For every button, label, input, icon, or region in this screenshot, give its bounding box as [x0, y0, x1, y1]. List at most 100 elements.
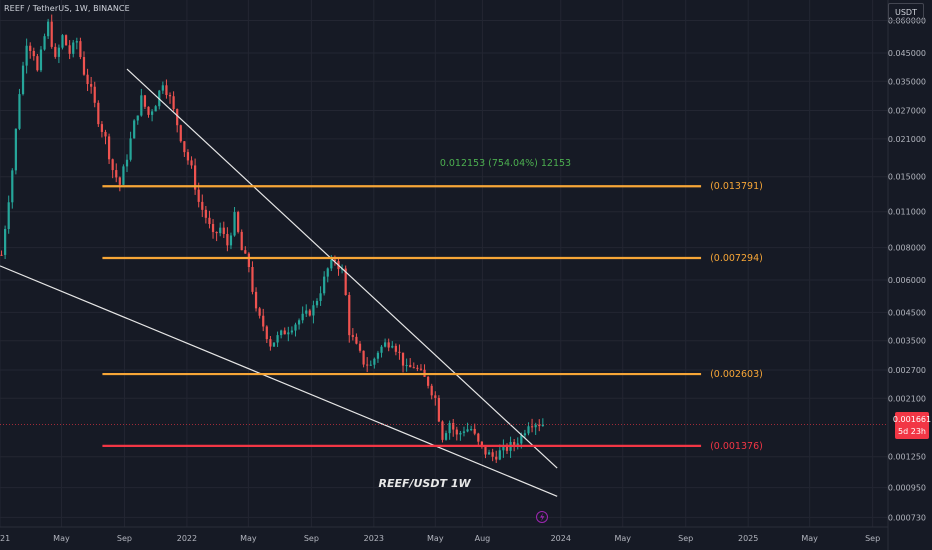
- time-tick-label: Sep: [865, 534, 880, 543]
- time-tick-label: 2021: [0, 534, 10, 543]
- candle-down: [54, 46, 57, 57]
- candle-up: [448, 422, 451, 434]
- candle-up: [383, 342, 387, 347]
- candle-down: [491, 452, 494, 457]
- candle-down: [111, 159, 114, 171]
- candle-up: [75, 41, 78, 43]
- measure-annotation: 0.012153 (754.04%) 12153: [440, 158, 571, 169]
- candle-down: [355, 336, 358, 344]
- candle-down: [104, 131, 107, 137]
- candle-up: [21, 65, 25, 95]
- candle-down: [430, 385, 433, 396]
- candle-up: [462, 431, 466, 433]
- time-tick-label: Sep: [304, 534, 319, 543]
- candle-down: [441, 421, 444, 440]
- candle-down: [176, 109, 179, 126]
- candle-up: [276, 335, 279, 343]
- candle-up: [133, 120, 136, 139]
- candle-down: [437, 397, 440, 422]
- price-tick-label: 0.035000: [888, 77, 926, 86]
- candle-down: [358, 343, 362, 351]
- candle-down: [538, 424, 541, 427]
- candle-down: [168, 95, 172, 97]
- candle-up: [444, 433, 448, 440]
- candle-down: [183, 141, 186, 153]
- candle-up: [161, 85, 164, 91]
- candle-up: [233, 212, 236, 236]
- time-tick-label: May: [614, 534, 631, 543]
- candle-down: [362, 350, 365, 365]
- candle-up: [72, 42, 75, 54]
- candle-down: [29, 45, 32, 51]
- candle-down: [186, 152, 190, 161]
- candle-down: [366, 364, 369, 366]
- candle-down: [197, 189, 200, 202]
- candle-up: [466, 429, 469, 432]
- price-tick-label: 0.008000: [888, 244, 926, 253]
- candle-down: [240, 231, 243, 251]
- price-tick-label: 0.003500: [888, 337, 926, 346]
- candle-down: [348, 295, 351, 336]
- price-tick-label: 0.011000: [888, 208, 926, 217]
- candle-down: [79, 41, 82, 58]
- candle-down: [495, 456, 498, 460]
- time-tick-label: Sep: [678, 534, 693, 543]
- candle-down: [480, 441, 484, 446]
- price-axis[interactable]: 0.060000 0.045000 0.035000 0.027000 0.021000…: [888, 17, 926, 523]
- candle-down: [36, 56, 39, 71]
- candle-up: [323, 276, 326, 294]
- candle-down: [64, 35, 68, 46]
- candle-up: [297, 320, 301, 325]
- candle-up: [287, 332, 290, 335]
- candle-up: [523, 433, 527, 436]
- price-tick-label: 0.045000: [888, 49, 926, 58]
- candle-down: [222, 227, 225, 234]
- candle-up: [122, 166, 125, 185]
- candle-down: [401, 352, 405, 366]
- candle-down: [247, 253, 250, 268]
- time-axis[interactable]: 2021 May Sep 2022 May Sep 2023 May Aug 2024 May Sep…: [0, 534, 880, 543]
- candle-down: [387, 342, 390, 348]
- currency-selector[interactable]: USDT: [888, 3, 924, 21]
- candle-up: [14, 128, 17, 171]
- candle-up: [280, 330, 283, 336]
- candle-up: [516, 443, 519, 445]
- candle-down: [179, 125, 182, 142]
- candle-down: [308, 310, 311, 316]
- candle-down: [419, 368, 423, 370]
- time-tick-label: May: [53, 534, 70, 543]
- candle-down: [208, 217, 211, 225]
- candle-down: [93, 86, 96, 103]
- candle-up: [498, 450, 501, 460]
- candle-down: [484, 445, 487, 455]
- candle-down: [412, 367, 415, 369]
- candle-up: [136, 115, 139, 121]
- price-tick-label: 0.000950: [888, 484, 926, 493]
- candle-down: [473, 428, 476, 434]
- flash-icon[interactable]: [536, 511, 548, 523]
- candle-down: [68, 45, 71, 54]
- candle-up: [140, 95, 143, 116]
- candle-up: [7, 202, 10, 230]
- candlesticks: [0, 14, 544, 463]
- time-tick-label: 2022: [177, 534, 197, 543]
- candle-down: [505, 445, 509, 451]
- candle-down: [477, 433, 480, 442]
- price-tick-label: 0.001250: [888, 453, 926, 462]
- candle-down: [115, 170, 118, 178]
- candle-down: [0, 254, 3, 256]
- candle-up: [380, 346, 383, 353]
- price-tick-label: 0.004500: [888, 308, 926, 317]
- candle-up: [376, 352, 380, 359]
- candle-down: [254, 291, 258, 309]
- time-tick-label: Sep: [117, 534, 132, 543]
- candle-up: [39, 49, 43, 71]
- time-tick-label: May: [801, 534, 818, 543]
- candle-down: [333, 259, 337, 262]
- candle-down: [82, 57, 86, 75]
- candle-up: [129, 138, 132, 160]
- candle-down: [237, 212, 240, 232]
- price-tick-label: 0.006000: [888, 276, 926, 285]
- candle-down: [344, 268, 347, 296]
